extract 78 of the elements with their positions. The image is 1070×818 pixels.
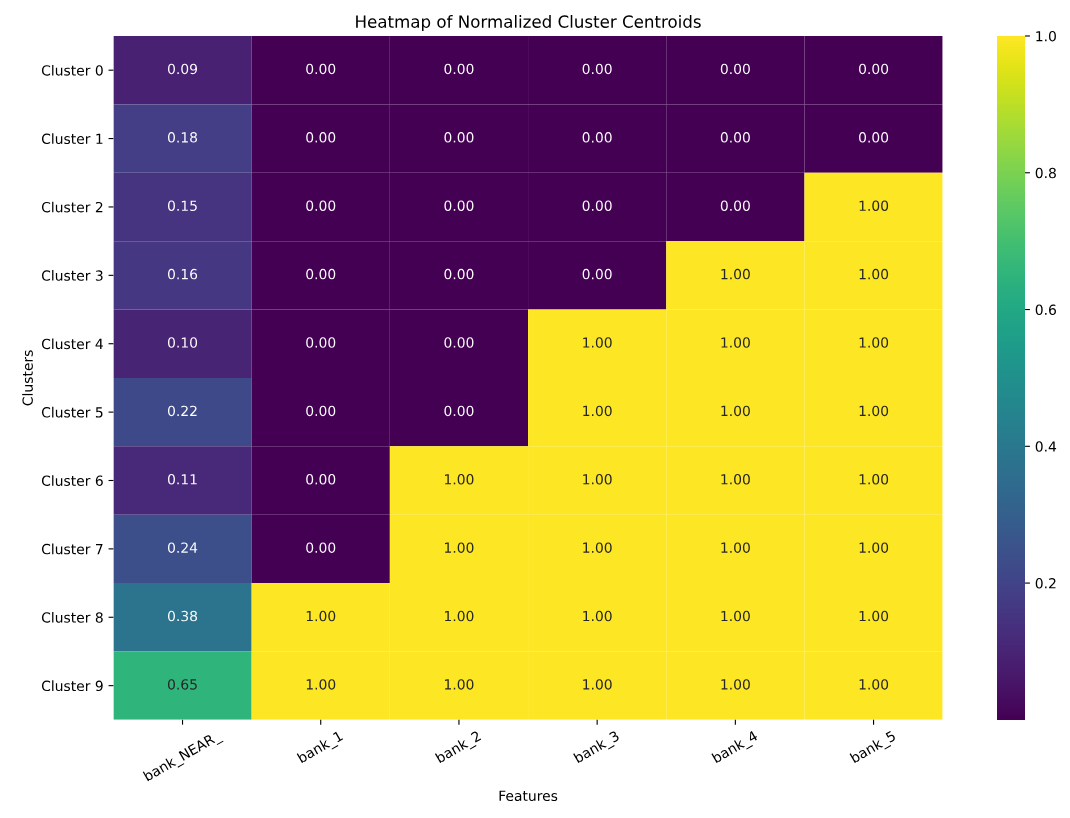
data-label: 0.11: [167, 474, 197, 485]
y-tick-label: Cluster 8: [41, 611, 103, 623]
data-label: 0.00: [444, 268, 474, 280]
color-bar-label: 0.2: [1035, 578, 1056, 589]
data-label: 1.00: [583, 679, 612, 690]
data-label: 1.00: [445, 610, 474, 622]
color-bar-label: 0.6: [1035, 304, 1056, 316]
y-tick-label: Cluster 5: [41, 406, 103, 418]
data-label: 0.00: [720, 132, 750, 143]
y-tick-label: Cluster 1: [41, 133, 103, 145]
data-label: 0.00: [582, 132, 612, 143]
data-label: 0.24: [167, 542, 198, 553]
data-label: 0.65: [167, 679, 197, 690]
data-label: 1.00: [721, 474, 750, 485]
data-label: 0.15: [167, 200, 197, 211]
data-label: 1.00: [721, 610, 750, 622]
data-label: 0.00: [444, 63, 474, 75]
data-label: 1.00: [721, 337, 750, 348]
data-label: 0.09: [167, 63, 198, 75]
data-label: 0.00: [720, 63, 750, 75]
data-label: 0.00: [306, 474, 336, 485]
data-label: 0.00: [306, 337, 336, 348]
data-label: 0.00: [582, 200, 612, 211]
data-label: 1.00: [859, 268, 889, 280]
data-label: 0.00: [859, 132, 889, 143]
data-label: 1.00: [583, 474, 612, 485]
data-label: 0.00: [444, 337, 474, 348]
y-tick-label: Cluster 6: [41, 475, 103, 486]
data-label: 1.00: [445, 542, 474, 553]
data-label: 0.16: [167, 268, 198, 280]
data-label: 0.00: [306, 200, 336, 211]
data-label: 1.00: [445, 474, 474, 485]
data-label: 0.38: [167, 610, 198, 622]
data-label: 1.00: [859, 542, 889, 553]
data-label: 1.00: [721, 679, 750, 690]
y-tick-label: Cluster 4: [41, 338, 103, 350]
data-label: 0.10: [167, 337, 198, 348]
data-label: 1.00: [721, 268, 750, 280]
data-label: 0.00: [444, 405, 474, 417]
data-label: 0.00: [859, 63, 889, 75]
y-tick-label: Cluster 2: [41, 201, 103, 213]
data-label: 1.00: [445, 679, 474, 690]
x-axis-title: Features: [499, 790, 558, 802]
data-label: 0.00: [306, 268, 336, 280]
data-label: 0.22: [167, 405, 197, 417]
data-label: 1.00: [583, 610, 612, 622]
data-label: 0.00: [306, 405, 336, 417]
data-label: 0.00: [582, 268, 612, 280]
data-label: 0.00: [306, 63, 336, 75]
y-tick-label: Cluster 7: [41, 543, 103, 555]
y-tick-label: Cluster 9: [41, 680, 103, 692]
data-label: 0.00: [444, 200, 474, 211]
y-tick-label: Cluster 3: [41, 270, 103, 281]
data-label: 1.00: [859, 405, 889, 417]
data-label: 0.18: [167, 132, 198, 143]
data-label: 1.00: [583, 405, 612, 417]
data-label: 0.00: [444, 132, 474, 143]
data-label: 1.00: [306, 679, 336, 690]
data-label: 1.00: [583, 337, 612, 348]
data-label: 0.00: [582, 63, 612, 75]
data-label: 1.00: [859, 610, 889, 622]
color-bar-label: 0.4: [1035, 441, 1057, 452]
data-label: 1.00: [859, 474, 889, 485]
data-label: 1.00: [721, 405, 750, 417]
data-label: 1.00: [859, 200, 889, 211]
data-label: 0.00: [306, 542, 336, 553]
data-label: 1.00: [306, 610, 336, 622]
color-bar-label: 1.0: [1036, 30, 1056, 42]
data-label: 0.00: [720, 200, 750, 211]
y-axis-title: Clusters: [22, 350, 33, 406]
data-label: 1.00: [583, 542, 612, 553]
color-bar-label: 0.8: [1035, 167, 1056, 179]
y-tick-label: Cluster 0: [41, 64, 103, 76]
data-label: 0.00: [306, 132, 336, 143]
data-label: 1.00: [721, 542, 750, 553]
data-label: 1.00: [859, 679, 889, 690]
chart-title: Heatmap of Normalized Cluster Centroids: [356, 14, 701, 32]
data-label: 1.00: [859, 337, 889, 348]
